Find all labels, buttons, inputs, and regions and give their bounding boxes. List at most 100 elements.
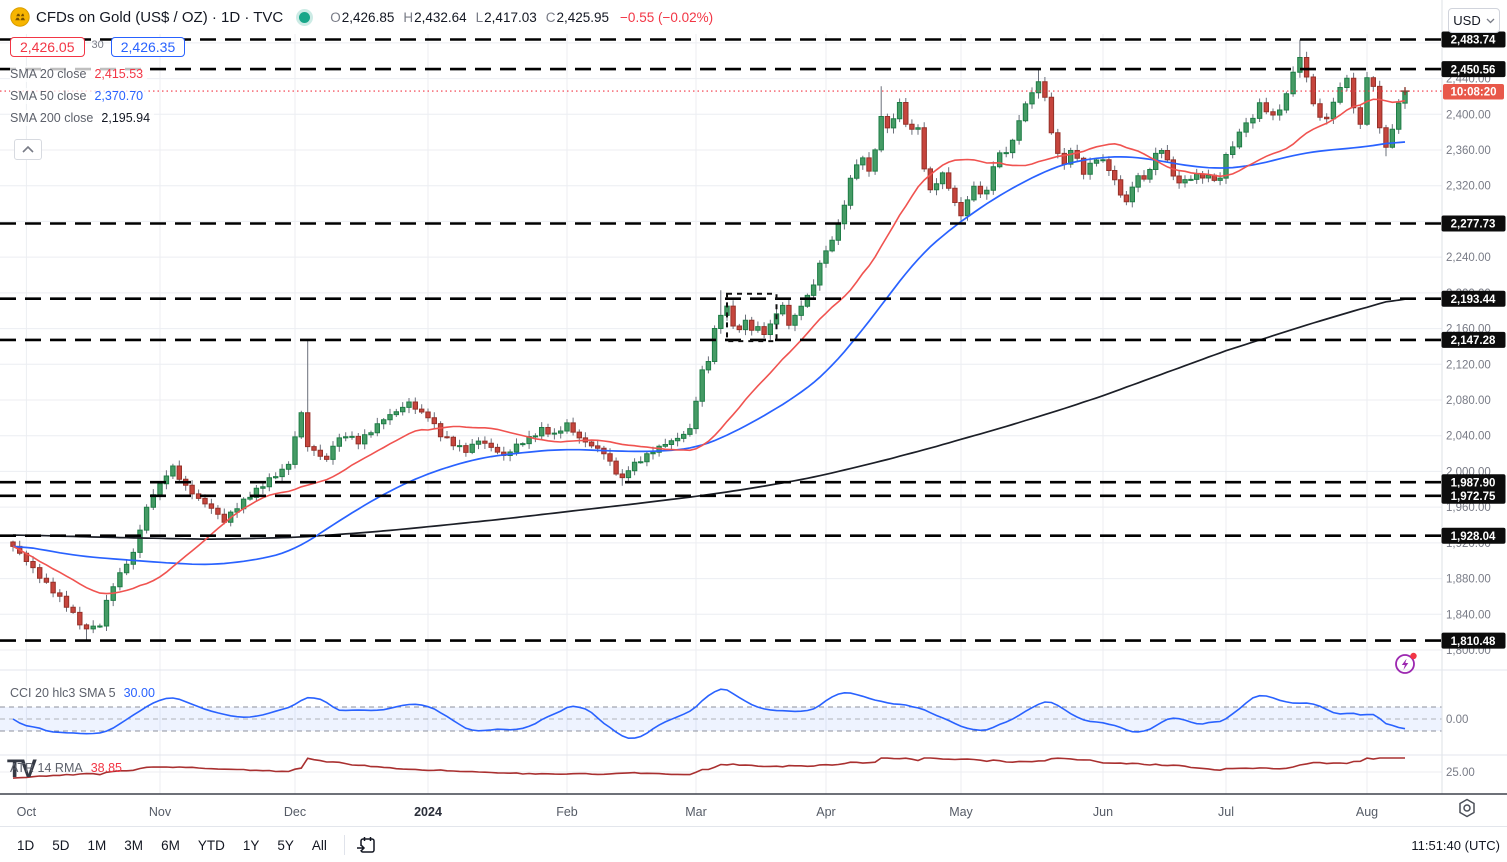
symbol-header: CFDs on Gold (US$ / OZ) · 1D · TVC O2,42… [0, 0, 1440, 34]
sma200-value: 2,195.94 [101, 111, 151, 125]
svg-text:May: May [949, 805, 973, 819]
svg-text:2,277.73: 2,277.73 [1451, 219, 1496, 231]
svg-text:2,450.56: 2,450.56 [1451, 64, 1496, 76]
date-range-switcher: 1D 5D 1M 3M 6M YTD 1Y 5Y All [8, 833, 336, 858]
tradingview-logo: TV [7, 755, 37, 783]
range-button-YTD[interactable]: YTD [197, 837, 225, 853]
svg-text:10:08:20: 10:08:20 [1450, 87, 1496, 99]
range-button-5D[interactable]: 5D [52, 837, 70, 853]
sma20-value: 2,415.53 [94, 67, 144, 81]
svg-text:2,483.74: 2,483.74 [1451, 35, 1496, 47]
svg-text:Nov: Nov [149, 805, 172, 819]
axis-tick: 1,880.00 [1446, 574, 1491, 586]
axis-tick: 2,320.00 [1446, 181, 1491, 193]
svg-text:Feb: Feb [556, 805, 578, 819]
go-to-date-button[interactable] [353, 833, 379, 857]
quote-panel: 2,426.05 30 2,426.35 [10, 37, 186, 57]
gridlines [0, 0, 1442, 794]
chevron-up-icon [22, 145, 34, 153]
price-level-lines[interactable] [0, 38, 1442, 642]
sma50-label: SMA 50 close [10, 89, 87, 103]
cci-band [0, 706, 1442, 732]
legend-row-sma50[interactable]: SMA 50 close 2,370.70 [10, 88, 148, 104]
sell-price-button[interactable]: 2,426.05 [10, 37, 85, 57]
svg-text:1,810.48: 1,810.48 [1451, 636, 1496, 648]
range-button-1Y[interactable]: 1Y [242, 837, 260, 853]
range-button-5Y[interactable]: 5Y [277, 837, 294, 853]
sma-200-line [12, 298, 1406, 540]
cci-value: 30.00 [123, 686, 155, 700]
lightning-bolt-icon [1395, 652, 1417, 674]
axis-tick: 2,040.00 [1446, 431, 1491, 443]
legend-collapse-button[interactable] [14, 139, 42, 160]
svg-text:2,147.28: 2,147.28 [1451, 335, 1496, 347]
open-label: O [330, 9, 341, 25]
calendar-arrow-icon [356, 837, 375, 853]
low-label: L [475, 9, 484, 25]
chart-plot-area[interactable] [0, 34, 1442, 794]
currency-selector[interactable]: USD [1448, 8, 1500, 33]
axis-tick: 1,960.00 [1446, 502, 1491, 514]
cci-legend[interactable]: CCI 20 hlc3 SMA 5 30.00 [10, 686, 155, 700]
atr-tick: 25.00 [1446, 767, 1475, 779]
buy-price-button[interactable]: 2,426.35 [110, 37, 186, 57]
last-price-marker [1401, 87, 1409, 96]
svg-text:Apr: Apr [816, 805, 835, 819]
atr-value: 38.85 [90, 761, 122, 775]
bottom-toolbar: 1D 5D 1M 3M 6M YTD 1Y 5Y All 11:51:40 (UTC) [0, 826, 1507, 862]
toolbar-divider [343, 835, 345, 855]
low-value: 2,417.03 [484, 9, 537, 25]
atr-line [12, 757, 1405, 779]
svg-text:2,193.44: 2,193.44 [1451, 294, 1496, 306]
level-price-labels: 2,483.74 2,450.56 2,277.73 2,193.44 2,147.28… [1441, 31, 1506, 649]
axis-tick: 2,080.00 [1446, 395, 1491, 407]
cci-label: CCI 20 hlc3 SMA 5 [10, 686, 116, 700]
instant-trading-badge[interactable] [1392, 649, 1420, 677]
chart-canvas[interactable]: 2,440.002,400.002,360.002,320.002,240.00… [0, 0, 1507, 826]
axis-settings-button[interactable] [1455, 796, 1479, 820]
range-button-1M[interactable]: 1M [87, 837, 107, 853]
range-button-3M[interactable]: 3M [124, 837, 144, 853]
svg-text:Jun: Jun [1093, 805, 1113, 819]
axis-tick: 2,360.00 [1446, 145, 1491, 157]
sma-50-line [12, 141, 1406, 566]
atr-legend[interactable]: ATR 14 RMA 38.85 [10, 761, 122, 775]
cci-zero-tick: 0.00 [1446, 714, 1468, 726]
svg-text:Dec: Dec [284, 805, 306, 819]
high-label: H [403, 9, 414, 25]
atr-label: ATR 14 RMA [10, 761, 83, 775]
svg-text:1,928.04: 1,928.04 [1451, 531, 1496, 543]
svg-text:Mar: Mar [685, 805, 707, 819]
time-axis[interactable] [0, 795, 1507, 826]
sma50-value: 2,370.70 [94, 89, 144, 103]
currency-label: USD [1453, 13, 1481, 28]
time-axis-labels: Oct Nov Dec 2024 Feb Mar Apr May Jun Jul Aug [17, 805, 1378, 819]
legend-row-sma200[interactable]: SMA 200 close 2,195.94 [10, 110, 155, 126]
open-value: 2,426.85 [341, 9, 395, 25]
legend-row-sma20[interactable]: SMA 20 close 2,415.53 [10, 66, 148, 82]
ohlc-readout: O2,426.85 H2,432.64 L2,417.03 C2,425.95 … [330, 10, 713, 25]
timezone-clock[interactable]: 11:51:40 (UTC) [1411, 837, 1500, 853]
axis-tick: 1,840.00 [1446, 609, 1491, 621]
annotation-dashed-box[interactable] [726, 292, 778, 343]
svg-text:Oct: Oct [17, 805, 37, 819]
chevron-down-icon [1486, 18, 1495, 23]
countdown-label: 10:08:20 [1443, 84, 1504, 100]
range-button-All[interactable]: All [311, 837, 327, 853]
axis-tick: 2,400.00 [1446, 109, 1491, 121]
axis-tick: 2,240.00 [1446, 252, 1491, 264]
sma-20-line [12, 98, 1406, 595]
chart-background [0, 0, 1507, 826]
cci-line [12, 688, 1406, 740]
range-button-1D[interactable]: 1D [17, 837, 35, 853]
svg-text:1,987.90: 1,987.90 [1451, 477, 1496, 489]
price-axis[interactable] [1442, 0, 1507, 794]
market-status-dot [299, 11, 311, 23]
axis-tick: 2,120.00 [1446, 359, 1491, 371]
close-label: C [545, 9, 556, 25]
spread-value: 30 [91, 39, 104, 51]
symbol-title[interactable]: CFDs on Gold (US$ / OZ) · 1D · TVC [36, 8, 284, 26]
sma20-label: SMA 20 close [10, 67, 87, 81]
range-button-6M[interactable]: 6M [161, 837, 180, 853]
